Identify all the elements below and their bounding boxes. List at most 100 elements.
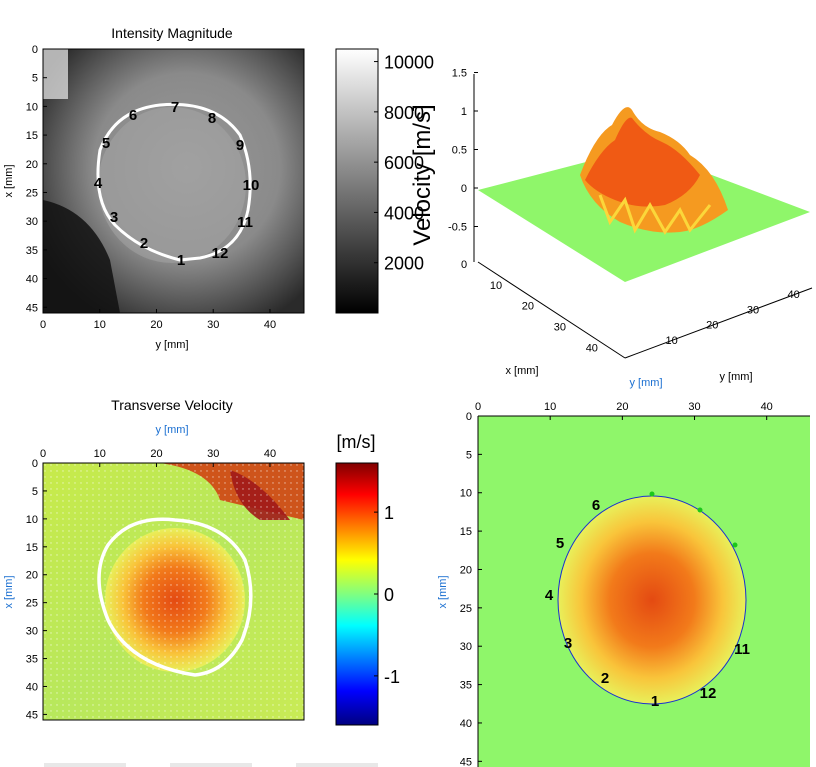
segmented-xtick-label: 40	[761, 401, 773, 413]
intensity-segment-label: 7	[171, 99, 179, 116]
intensity-ytick-label: 35	[26, 245, 38, 257]
transverse-xtick-label: 30	[207, 448, 219, 460]
surface-y-axis	[624, 287, 813, 359]
intensity-colorbar: 10000 8000 6000 4000 2000 Velocity [m/s]	[335, 48, 436, 314]
surface-ztick-label: 1	[461, 106, 467, 118]
segmented-segment-label: 2	[601, 670, 609, 687]
transverse-contour	[97, 517, 253, 677]
surface-ztick-label: 0	[461, 183, 467, 195]
segmented-ytick-label: 5	[466, 449, 472, 461]
transverse-xtick-label: 20	[150, 448, 162, 460]
intensity-panel: Intensity Magnitude 0 10 20 30 40 0510152025…	[3, 25, 305, 351]
segmented-ytick-label: 35	[460, 680, 472, 692]
intensity-xtick-label: 20	[150, 319, 162, 331]
surface-ytick-label: 20	[706, 320, 718, 332]
segmented-xticks: 0 10 20 30 40	[475, 401, 773, 420]
intensity-ytick-label: 45	[26, 302, 38, 314]
intensity-segment-label: 6	[129, 107, 137, 124]
transverse-ytick-label: 25	[26, 598, 38, 610]
intensity-ytick-label: 0	[32, 44, 38, 56]
gray-colorbar	[335, 48, 379, 314]
gray-colorbar-ticks: 10000 8000 6000 4000 2000	[374, 53, 434, 274]
segmented-ylabel: x [mm]	[437, 576, 449, 609]
intensity-segment-label: 3	[110, 209, 118, 226]
surface-ylabel-blue: y [mm]	[630, 377, 663, 389]
transverse-xtick-label: 10	[94, 448, 106, 460]
intensity-segment-label: 12	[212, 245, 229, 262]
transverse-xticks: 0 10 20 30 40	[40, 448, 276, 467]
surface-peak-edge	[598, 194, 712, 235]
surface-xtick-label: 0	[461, 259, 467, 271]
surface-zticks: 1.5 1 0.5 0 -0.5	[448, 68, 478, 234]
bottom-strip	[170, 763, 252, 767]
segmented-ytick-label: 25	[460, 603, 472, 615]
jet-colorbar-ticks: 1 0 -1	[374, 503, 400, 687]
gray-colorbar-label: Velocity [m/s]	[409, 104, 436, 245]
surface-xtick-label: 30	[554, 322, 566, 334]
transverse-ylabel: x [mm]	[3, 576, 15, 609]
surface-xtick-label: 20	[522, 301, 534, 313]
velocity-colorbar-unit: [m/s]	[337, 432, 376, 452]
surface-ylabel: y [mm]	[720, 371, 753, 383]
transverse-title: Transverse Velocity	[111, 397, 233, 413]
intensity-blood-pool	[98, 107, 246, 263]
transverse-frame	[42, 462, 305, 721]
segmented-xtick-label: 0	[475, 401, 481, 413]
intensity-segment-label: 5	[102, 135, 110, 152]
segmented-ytick-label: 0	[466, 411, 472, 423]
gray-colorbar-tick-label: 10000	[384, 53, 434, 73]
contour-marker	[649, 491, 655, 497]
segmented-ytick-label: 45	[460, 756, 472, 767]
surface-yticks: 10 20 30 40	[666, 289, 800, 347]
intensity-segment-label: 1	[177, 252, 185, 269]
intensity-dark-region	[43, 200, 120, 313]
contour-marker	[697, 507, 703, 513]
gray-colorbar-tick-label: 8000	[384, 103, 424, 123]
intensity-contour	[96, 102, 252, 262]
jet-colorbar-tick-label: -1	[384, 667, 400, 687]
surface-ytick-label: 10	[666, 335, 678, 347]
intensity-ytick-label: 15	[26, 130, 38, 142]
intensity-ytick-label: 10	[26, 101, 38, 113]
transverse-panel: Transverse Velocity y [mm] 0 10 20 30 40 0 5 1…	[3, 397, 305, 721]
jet-colorbar	[335, 462, 379, 726]
transverse-ytick-label: 40	[26, 681, 38, 693]
surface-xtick-label: 10	[490, 280, 502, 292]
intensity-xtick-label: 30	[207, 319, 219, 331]
surface-ztick-label: -0.5	[448, 222, 467, 234]
segmented-xtick-label: 30	[688, 401, 700, 413]
intensity-yticks: 0 5 10 15 20 25 30 35 40 45	[26, 44, 47, 314]
segmented-segment-label: 1	[651, 693, 659, 710]
intensity-xtick-label: 10	[94, 319, 106, 331]
segmented-segment-label: 5	[556, 535, 564, 552]
segmented-segment-label: 6	[592, 497, 600, 514]
bottom-strip	[296, 763, 378, 767]
segmented-ytick-label: 20	[460, 564, 472, 576]
surface-ytick-label: 30	[747, 304, 759, 316]
transverse-ytick-label: 45	[26, 709, 38, 721]
transverse-ytick-label: 20	[26, 570, 38, 582]
surface3d-panel: 1.5 1 0.5 0 -0.5 0 10 20 30 40 10 20 30 40 x [mm] y…	[448, 68, 813, 389]
transverse-xtick-label: 0	[40, 448, 46, 460]
intensity-ytick-label: 25	[26, 187, 38, 199]
transverse-yticks: 0 5 10 15 20 25 30 35 40 45	[26, 458, 47, 721]
intensity-ytick-label: 40	[26, 274, 38, 286]
intensity-segment-label: 2	[140, 235, 148, 252]
transverse-ytick-label: 10	[26, 514, 38, 526]
intensity-xtick-label: 40	[264, 319, 276, 331]
surface-xticks: 0 10 20 30 40	[461, 259, 598, 354]
jet-colorbar-tick-label: 1	[384, 503, 394, 523]
intensity-xtick-label: 0	[40, 319, 46, 331]
gray-colorbar-tick-label: 6000	[384, 153, 424, 173]
transverse-ytick-label: 30	[26, 626, 38, 638]
surface-x-axis	[477, 261, 626, 359]
intensity-xticks: 0 10 20 30 40	[40, 309, 276, 331]
surface-ztick-label: 0.5	[452, 145, 467, 157]
segmented-segment-label: 4	[545, 587, 554, 604]
intensity-frame	[42, 48, 305, 314]
transverse-ytick-label: 0	[32, 458, 38, 470]
surface-peak-core	[585, 117, 700, 207]
gray-colorbar-tick-label: 2000	[384, 254, 424, 274]
intensity-segment-label: 9	[236, 137, 244, 154]
